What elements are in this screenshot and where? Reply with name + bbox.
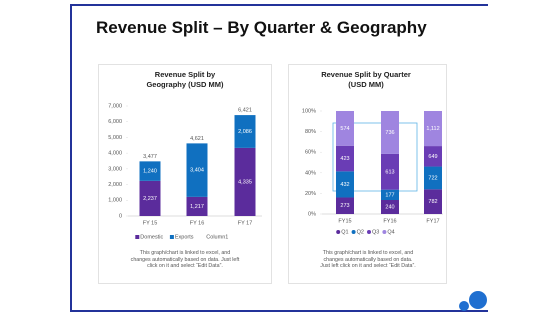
- legend-label: Exports: [175, 234, 194, 240]
- legend-label: Domestic: [140, 234, 163, 240]
- x-tick-label: FY 17: [238, 220, 253, 226]
- data-label: 574: [340, 126, 349, 132]
- legend-marker: [336, 230, 341, 234]
- bar-segment: [336, 145, 354, 172]
- bar-segment: [381, 111, 399, 154]
- y-tick-label: 100%: [302, 108, 316, 114]
- x-tick-label: FY 15: [143, 220, 158, 226]
- chart-title: Revenue Split by Quarter (USD MM): [321, 70, 411, 89]
- legend-marker: [169, 235, 174, 239]
- data-label: 1,240: [143, 169, 157, 175]
- bar-segment: [139, 180, 161, 216]
- x-tick-label: FY16: [383, 218, 396, 224]
- legend-label: Q3: [372, 229, 379, 235]
- bar-segment: [186, 143, 208, 197]
- data-label: 613: [385, 169, 394, 175]
- y-tick-label: 0: [119, 213, 122, 219]
- y-tick-label: 3,000: [108, 166, 122, 172]
- y-tick-label: 0%: [308, 211, 316, 217]
- y-tick-label: 1,000: [108, 198, 122, 204]
- slide-frame: [70, 4, 488, 312]
- y-tick-label: 4,000: [108, 151, 122, 157]
- data-label: 432: [340, 182, 349, 188]
- bar-segment: [336, 111, 354, 146]
- y-tick-label: 80%: [305, 129, 316, 135]
- bar-segment: [381, 189, 399, 201]
- legend-label: Column1: [206, 234, 228, 240]
- data-label: 2,237: [143, 196, 157, 202]
- data-label: 736: [385, 130, 394, 136]
- bar-segment: [139, 161, 161, 181]
- chart-title: Revenue Split by Geography (USD MM): [146, 70, 224, 89]
- bar-segment: [381, 200, 399, 214]
- total-label: 3,477: [143, 154, 157, 160]
- data-label: 273: [340, 203, 349, 209]
- bar-segment: [424, 189, 442, 214]
- data-label: 1,112: [426, 126, 439, 132]
- y-tick-label: 2,000: [108, 182, 122, 188]
- bar-segment: [336, 197, 354, 214]
- x-tick-label: FY15: [338, 218, 351, 224]
- data-label: 240: [385, 204, 394, 210]
- data-label: 649: [428, 154, 437, 160]
- legend-label: Q1: [341, 229, 348, 235]
- data-label: 2,086: [238, 129, 252, 135]
- legend-marker: [351, 230, 356, 234]
- highlight-box: [332, 122, 418, 192]
- chart-note: This graph/chart is linked to excel, and…: [320, 250, 416, 269]
- x-tick-label: FY 16: [190, 220, 205, 226]
- y-tick-label: 7,000: [108, 103, 122, 109]
- decoration: [469, 291, 487, 309]
- data-label: 3,404: [190, 168, 204, 174]
- y-tick-label: 5,000: [108, 135, 122, 141]
- bar-segment: [424, 166, 442, 190]
- legend-label: Q4: [387, 229, 394, 235]
- total-label: 4,621: [190, 136, 204, 142]
- y-tick-label: 40%: [305, 170, 316, 176]
- chart-panel: [288, 64, 447, 284]
- x-tick-label: FY17: [426, 218, 439, 224]
- bar-segment: [424, 111, 442, 147]
- bar-segment: [186, 196, 208, 216]
- legend-marker: [382, 230, 387, 234]
- chart-note: This graph/chart is linked to excel, and…: [130, 250, 240, 269]
- data-label: 4,335: [238, 179, 252, 185]
- legend-marker: [367, 230, 371, 234]
- data-label: 1,217: [190, 204, 204, 210]
- legend-marker: [135, 235, 140, 239]
- bar-segment: [381, 153, 399, 190]
- y-tick-label: 20%: [305, 191, 316, 197]
- data-label: 722: [428, 175, 437, 181]
- data-label: 782: [428, 199, 437, 205]
- bar-segment: [336, 171, 354, 198]
- bar-segment: [234, 147, 256, 216]
- decoration: [459, 301, 469, 311]
- data-label: 423: [340, 156, 349, 162]
- bar-segment: [234, 115, 256, 148]
- bar-segment: [424, 146, 442, 167]
- y-tick-label: 6,000: [108, 119, 122, 125]
- legend-label: Q2: [357, 229, 364, 235]
- total-label: 6,421: [238, 108, 252, 114]
- y-tick-label: 60%: [305, 150, 316, 156]
- slide-title: Revenue Split – By Quarter & Geography: [96, 18, 427, 37]
- data-label: 177: [385, 192, 394, 198]
